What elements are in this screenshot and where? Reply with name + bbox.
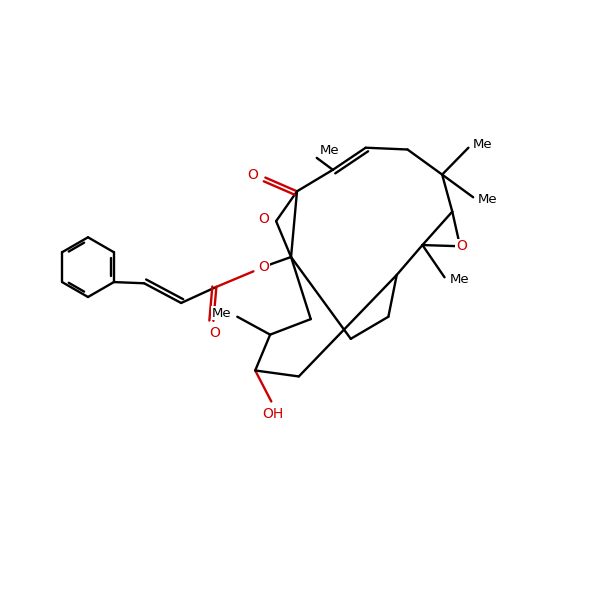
Text: Me: Me [473,137,493,151]
Text: Me: Me [478,193,497,206]
Text: OH: OH [262,407,283,421]
Text: Me: Me [212,307,232,320]
Text: O: O [456,239,467,253]
Text: O: O [259,260,269,274]
Text: O: O [259,212,269,226]
Text: Me: Me [449,272,469,286]
Text: O: O [209,326,220,340]
Text: Me: Me [320,144,340,157]
Text: O: O [247,167,257,182]
